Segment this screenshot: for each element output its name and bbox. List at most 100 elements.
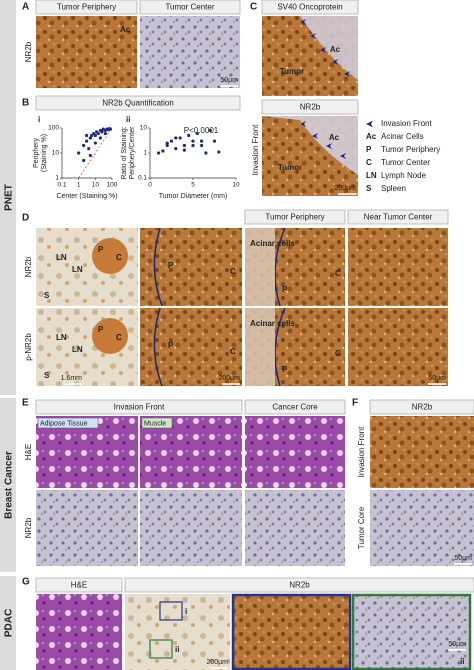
invasion-line (153, 227, 163, 307)
tissue-image (125, 594, 230, 670)
data-point (77, 151, 81, 155)
data-point (108, 127, 112, 131)
invasion-arrowhead (300, 121, 306, 127)
header: Tumor Periphery (265, 213, 324, 222)
tissue-image (231, 593, 352, 670)
header-box (261, 99, 359, 115)
data-point (87, 146, 91, 151)
header: NR2b Quantification (102, 99, 174, 108)
inset-label: i (185, 607, 187, 616)
invasion-arrowhead (310, 33, 316, 39)
data-point (96, 131, 100, 136)
legend-arrowhead (366, 120, 373, 128)
annotation: P<0.0001 (184, 126, 219, 135)
y-tick-label: 10 (52, 150, 60, 157)
tissue-image (370, 490, 474, 566)
annotation: Ac (329, 133, 340, 142)
row-label: Invasion Front (357, 426, 366, 477)
acinar-region (245, 308, 275, 386)
data-point (195, 131, 199, 136)
scale-label: 50µm (428, 375, 446, 382)
data-point (208, 128, 212, 133)
header-box (35, 577, 123, 593)
data-point (165, 143, 169, 148)
data-point (93, 141, 97, 145)
legend-symbol: C (366, 158, 372, 167)
tumor-nodule (92, 238, 128, 274)
tag-box (37, 417, 99, 429)
invasion-line (153, 307, 163, 387)
tissue-image (36, 16, 137, 88)
data-point (191, 139, 195, 143)
annotation: LN (72, 345, 83, 354)
legend-label: Tumor Center (381, 158, 430, 167)
tissue-image (348, 228, 448, 306)
header: NR2b (300, 103, 321, 112)
y-axis-label: Periphery (33, 138, 40, 168)
header-box (347, 209, 449, 225)
legend-symbol: P (366, 145, 372, 154)
annotation: C (116, 333, 122, 342)
tissue-image (36, 490, 138, 566)
row-label: NR2b (24, 41, 33, 62)
header: NR2b (412, 403, 433, 412)
x-tick-label: 1 (77, 182, 81, 189)
annotation: LN (56, 333, 67, 342)
x-tick-label: 100 (107, 182, 118, 189)
header-box (244, 209, 346, 225)
data-point (93, 133, 97, 138)
annotation: P (98, 245, 104, 254)
row-label: H&E (24, 444, 33, 460)
annotation: Ac (120, 25, 131, 34)
annotation: P (282, 285, 288, 294)
annotation: C (335, 269, 341, 278)
side-bar (0, 0, 16, 395)
data-point (100, 130, 104, 134)
data-point (200, 139, 204, 143)
x-axis-label: Center (Staining %) (56, 193, 117, 200)
data-point (90, 133, 94, 138)
tissue-image (140, 490, 242, 566)
invasion-arrowhead (344, 71, 350, 77)
data-point (82, 143, 86, 148)
x-tick-label: 5 (191, 182, 195, 189)
legend-label: Spleen (381, 184, 406, 193)
annotation: LN (72, 265, 83, 274)
tissue-image (36, 594, 122, 670)
scale-label: 200µm (218, 375, 240, 382)
row-label: Tumor Core (357, 506, 366, 549)
annotation: P (98, 325, 104, 334)
acinar-region (245, 228, 275, 306)
header: Cancer Core (272, 403, 318, 412)
tumor-nodule (92, 318, 128, 354)
legend-label: Lymph Node (381, 171, 427, 180)
side-label: PNET (4, 184, 15, 211)
row-label: NR2b (24, 517, 33, 538)
invasion-line (274, 307, 286, 387)
header: Invasion Front (114, 403, 165, 412)
header-box (261, 0, 359, 15)
row-label: Invasion Front (251, 124, 260, 175)
panel-letter: F (352, 398, 358, 409)
y-axis-label: Periphery/Center (129, 126, 136, 180)
annotation: Tumor (280, 67, 304, 76)
data-point (98, 136, 102, 140)
tag-box (141, 417, 173, 429)
annotation: P (168, 341, 174, 350)
inset-box (149, 639, 173, 659)
data-point (191, 143, 195, 148)
data-point (174, 146, 178, 151)
acinar-region (262, 116, 358, 175)
panel-letter: D (22, 213, 29, 224)
legend-label: Acinar Cells (381, 132, 424, 141)
invasion-arrowhead (320, 47, 326, 53)
header: SV40 Oncoprotein (277, 3, 342, 12)
annotation: S (44, 371, 50, 380)
inset-label: i (340, 657, 342, 666)
legend-symbol: LN (366, 171, 377, 180)
data-point (88, 153, 92, 158)
annotation: C (335, 349, 341, 358)
data-point (169, 139, 174, 143)
legend-label: Invasion Front (381, 119, 432, 128)
side-label: PDAC (4, 609, 15, 637)
